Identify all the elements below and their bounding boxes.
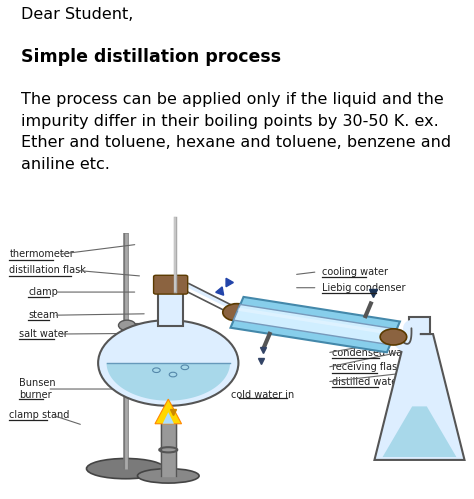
Circle shape [380,329,407,345]
Text: The process can be applied only if the liquid and the
impurity differ in their b: The process can be applied only if the l… [21,92,451,172]
Text: Bunsen: Bunsen [19,378,55,388]
FancyBboxPatch shape [154,275,188,294]
Polygon shape [158,282,183,326]
Polygon shape [155,399,182,424]
Text: salt water: salt water [19,329,68,339]
Polygon shape [107,363,230,401]
Circle shape [118,320,136,330]
Text: distilled water: distilled water [332,377,401,387]
Text: Simple distillation process: Simple distillation process [21,48,282,66]
Text: clamp: clamp [28,287,58,297]
Polygon shape [234,304,397,345]
Circle shape [98,320,238,406]
Text: Liebig condenser: Liebig condenser [322,283,406,293]
Text: condensed water: condensed water [332,348,416,358]
Text: burner: burner [19,390,52,400]
Polygon shape [163,412,174,424]
Polygon shape [374,334,465,460]
Text: thermometer: thermometer [9,250,74,259]
Text: steam: steam [28,310,59,320]
Text: cooling water: cooling water [322,267,388,277]
Text: Dear Student,: Dear Student, [21,6,134,21]
Text: distillation flask: distillation flask [9,265,86,275]
Polygon shape [230,297,400,352]
Ellipse shape [137,469,199,483]
Text: receiving flask: receiving flask [332,362,402,372]
Polygon shape [383,406,456,457]
Ellipse shape [86,459,165,479]
Polygon shape [237,307,395,335]
Circle shape [223,303,251,321]
Text: clamp stand: clamp stand [9,410,70,420]
Text: cold water in: cold water in [231,390,295,400]
Polygon shape [409,317,430,334]
